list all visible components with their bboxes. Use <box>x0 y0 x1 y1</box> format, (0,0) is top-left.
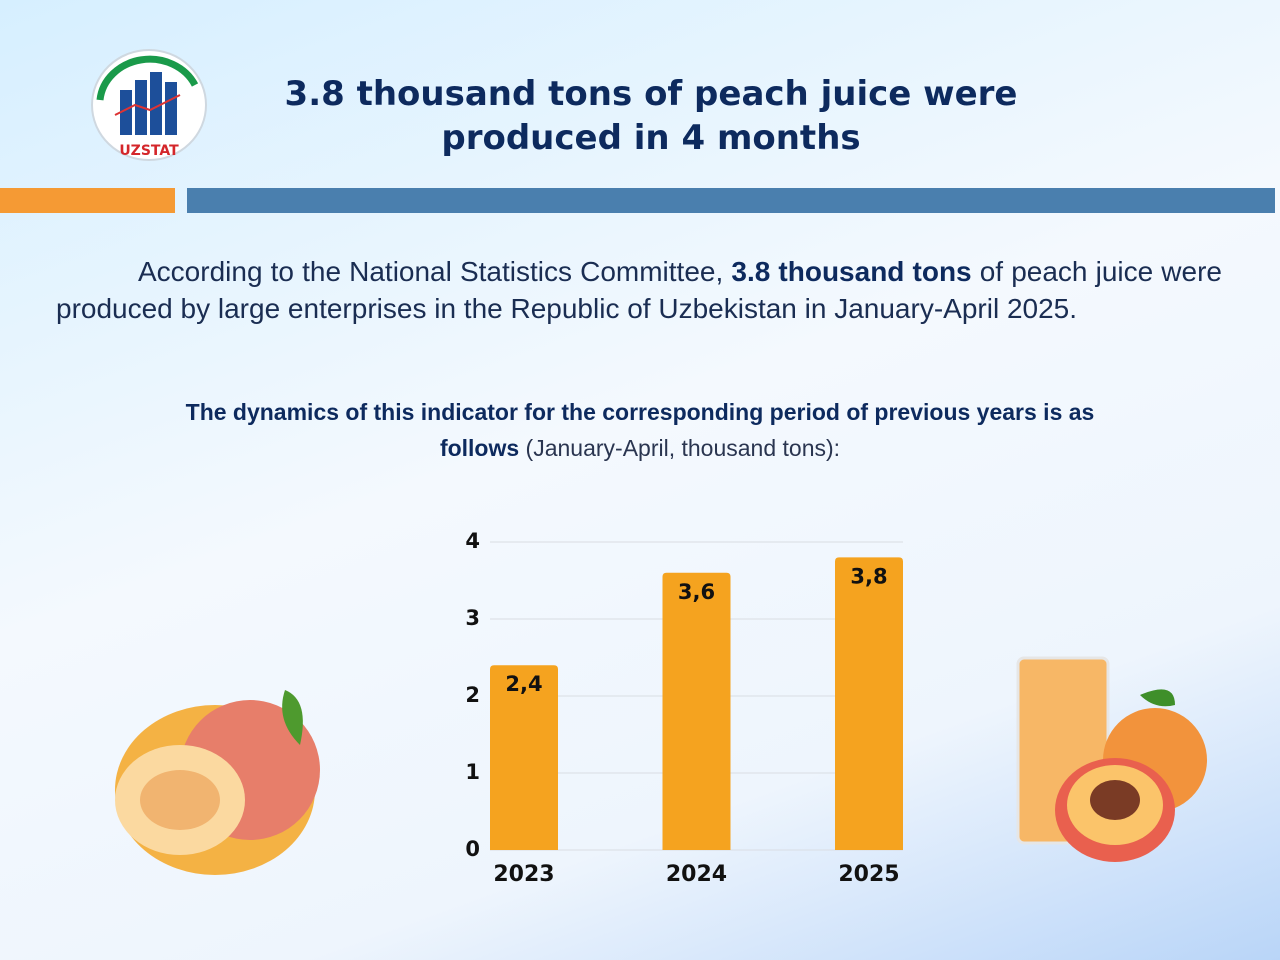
value-label: 2,4 <box>505 672 542 696</box>
x-tick-label: 2023 <box>493 862 554 887</box>
y-tick-label: 1 <box>465 760 480 784</box>
text: According to the National Statistics Com… <box>138 256 732 287</box>
orange-stripe <box>0 188 175 213</box>
value-label: 3,6 <box>678 580 715 604</box>
blue-stripe <box>187 188 1275 213</box>
logo: UZSTAT <box>91 49 207 161</box>
value-label: 3,8 <box>850 564 887 588</box>
logo-text: UZSTAT <box>119 143 179 159</box>
paragraph: According to the National Statistics Com… <box>56 253 1222 327</box>
x-tick-label: 2024 <box>666 862 727 887</box>
title: 3.8 thousand tons of peach juice were pr… <box>284 74 1018 158</box>
y-tick-label: 4 <box>465 529 480 553</box>
bar <box>835 557 903 850</box>
y-tick-label: 0 <box>465 837 480 861</box>
y-tick-label: 2 <box>465 683 480 707</box>
peach-splash <box>115 690 320 875</box>
chart-title-units: (January-April, thousand tons): <box>519 435 841 461</box>
juice-glass <box>1016 656 1207 862</box>
bar <box>662 572 731 850</box>
y-tick-label: 3 <box>465 606 480 630</box>
bar <box>490 665 558 850</box>
highlight: 3.8 thousand tons <box>731 256 972 287</box>
chart-title: The dynamics of this indicator for the c… <box>160 394 1120 466</box>
chart-title-bold: The dynamics of this indicator for the c… <box>185 399 1095 461</box>
x-tick-label: 2025 <box>838 862 899 887</box>
text: of peach juice were produced by large en… <box>56 256 1222 324</box>
